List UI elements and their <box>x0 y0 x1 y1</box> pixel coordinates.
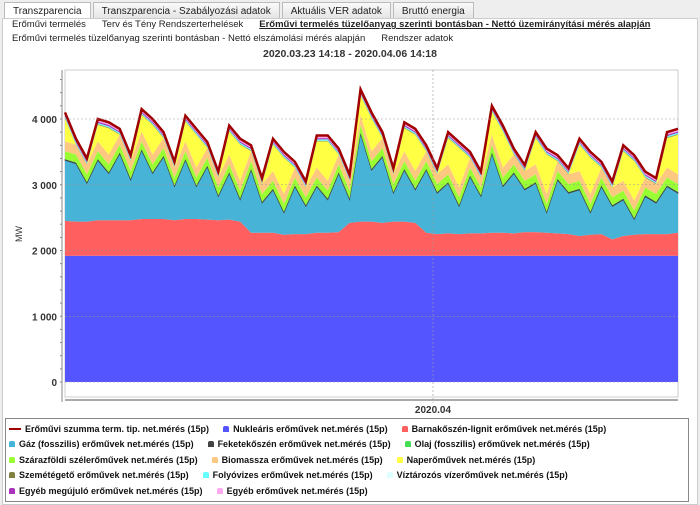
legend-swatch-icon <box>9 472 15 479</box>
legend-swatch-icon <box>9 427 21 430</box>
legend-swatch-icon <box>211 456 218 463</box>
x-tick-label: 2020.04 <box>415 405 452 416</box>
chart-title: 2020.03.23 14:18 - 2020.04.06 14:18 <box>263 48 437 60</box>
legend-item[interactable]: Biomassza erőművek net.mérés (15p) <box>211 454 383 466</box>
legend-swatch-icon <box>404 441 411 448</box>
legend-item[interactable]: Naperőművek net.mérés (15p) <box>396 454 536 466</box>
legend-item[interactable]: Barnakőszén-lignit erőművek net.mérés (1… <box>401 423 607 435</box>
legend-label: Feketekőszén erőművek net.mérés (15p) <box>217 439 391 450</box>
tab-brutto-energia[interactable]: Bruttó energia <box>392 2 474 20</box>
area-series-1 <box>65 218 678 256</box>
legend-label: Egyéb megújuló erőművek net.mérés (15p) <box>19 485 203 496</box>
legend-item[interactable]: Szárazföldi szélerőművek net.mérés (15p) <box>9 454 198 466</box>
y-axis-label: MW <box>14 226 24 242</box>
legend-swatch-icon <box>386 472 393 479</box>
legend-label: Gáz (fosszilis) erőművek net.mérés (15p) <box>19 439 194 450</box>
legend-item[interactable]: Folyóvizes erőművek net.mérés (15p) <box>202 469 373 481</box>
subnav-eromuvi-termeles[interactable]: Erőművi termelés <box>12 19 86 30</box>
legend-item[interactable]: Egyéb megújuló erőművek net.mérés (15p) <box>9 485 203 497</box>
y-tick-label: 3 000 <box>32 181 57 192</box>
legend-item[interactable]: Feketekőszén erőművek net.mérés (15p) <box>207 438 391 450</box>
legend-row: Gáz (fosszilis) erőművek net.mérés (15p)… <box>9 437 685 453</box>
total-line <box>63 85 679 185</box>
legend-swatch-icon <box>401 425 408 432</box>
area-series-5 <box>65 124 678 219</box>
subnav-rendszer-adatok[interactable]: Rendszer adatok <box>381 33 454 44</box>
legend-swatch-icon <box>223 425 230 432</box>
legend-swatch-icon <box>396 456 403 463</box>
legend-row: Erőművi szumma term. tip. net.mérés (15p… <box>9 421 685 437</box>
subnav-terv-es-teny[interactable]: Terv és Tény Rendszerterhelések <box>101 19 244 30</box>
legend-item[interactable]: Nukleáris erőművek net.mérés (15p) <box>223 423 388 435</box>
legend-swatch-icon <box>202 472 209 479</box>
legend-label: Barnakőszén-lignit erőművek net.mérés (1… <box>411 423 607 434</box>
legend-label: Szárazföldi szélerőművek net.mérés (15p) <box>19 454 198 465</box>
area-series-0 <box>65 255 678 382</box>
chart-plot: 0 1 000 2 000 3 000 4 000 2020.04 MW <box>14 69 679 416</box>
y-tick-label: 0 <box>51 378 57 389</box>
legend-swatch-icon <box>9 441 15 448</box>
legend-label: Nukleáris erőművek net.mérés (15p) <box>233 423 388 434</box>
subnav-netto-elszamolasi[interactable]: Erőművi termelés tüzelőanyag szerinti bo… <box>12 33 366 44</box>
legend-row: Szárazföldi szélerőművek net.mérés (15p)… <box>9 452 685 468</box>
area-series-2 <box>65 134 678 240</box>
legend-swatch-icon <box>9 456 15 463</box>
legend-swatch-icon <box>207 441 214 448</box>
subnav-row-2: Erőművi termelés tüzelőanyag szerinti bo… <box>12 33 453 44</box>
tab-aktualis-ver-adatok[interactable]: Aktuális VER adatok <box>281 2 391 20</box>
legend-swatch-icon <box>9 487 15 494</box>
legend-label: Olaj (fosszilis) erőművek net.mérés (15p… <box>414 439 590 450</box>
area-series-6 <box>65 115 678 211</box>
subnav-row-1: Erőművi termelés Terv és Tény Rendszerte… <box>12 19 650 30</box>
legend-item[interactable]: Egyéb erőművek net.mérés (15p) <box>216 485 368 497</box>
legend-label: Biomassza erőművek net.mérés (15p) <box>221 454 383 465</box>
main-tabs: Transzparencia Transzparencia - Szabályo… <box>4 2 474 20</box>
legend-item[interactable]: Víztározós vízerőművek net.mérés (15p) <box>386 469 568 481</box>
legend-item[interactable]: Olaj (fosszilis) erőművek net.mérés (15p… <box>404 438 590 450</box>
legend-label: Szemétégető erőművek net.mérés (15p) <box>19 470 189 481</box>
legend-label: Víztározós vízerőművek net.mérés (15p) <box>396 470 568 481</box>
y-tick-label: 4 000 <box>32 115 57 126</box>
legend-label: Erőművi szumma term. tip. net.mérés (15p… <box>25 423 210 434</box>
legend-row: Egyéb megújuló erőművek net.mérés (15p) E… <box>9 483 685 499</box>
y-tick-label: 2 000 <box>32 247 57 258</box>
legend-label: Naperőművek net.mérés (15p) <box>406 454 536 465</box>
legend-item[interactable]: Erőművi szumma term. tip. net.mérés (15p… <box>9 423 209 435</box>
legend-item[interactable]: Gáz (fosszilis) erőművek net.mérés (15p) <box>9 438 194 450</box>
chart-legend: Erőművi szumma term. tip. net.mérés (15p… <box>5 418 689 502</box>
area-series-7 <box>65 95 678 201</box>
area-series-3 <box>64 133 679 221</box>
y-tick-label: 1 000 <box>32 312 57 323</box>
legend-label: Egyéb erőművek net.mérés (15p) <box>226 485 368 496</box>
tab-transzparencia[interactable]: Transzparencia <box>4 2 91 20</box>
subnav-netto-uzemiranyitasi[interactable]: Erőművi termelés tüzelőanyag szerinti bo… <box>259 19 651 30</box>
tab-szabalyozasi-adatok[interactable]: Transzparencia - Szabályozási adatok <box>92 2 280 20</box>
legend-swatch-icon <box>216 487 223 494</box>
legend-row: Szemétégető erőművek net.mérés (15p) Foly… <box>9 468 685 484</box>
legend-item[interactable]: Szemétégető erőművek net.mérés (15p) <box>9 469 189 481</box>
legend-label: Folyóvizes erőművek net.mérés (15p) <box>212 470 373 481</box>
